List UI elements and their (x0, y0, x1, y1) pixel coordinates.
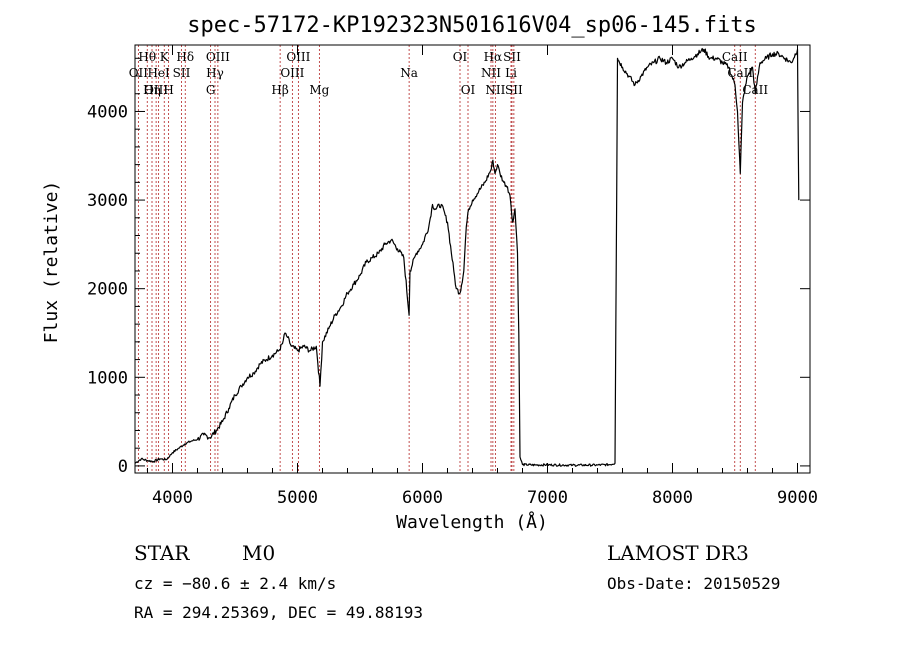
emission-line-label: G (206, 83, 216, 97)
emission-line-label: HeI (147, 66, 170, 80)
emission-line-label: CaII (722, 50, 748, 64)
spectrum-series-line (134, 47, 800, 467)
x-axis-ticks: 4000 5000 6000 7000 8000 9000 (147, 45, 818, 508)
emission-line-label: SII (505, 83, 523, 97)
object-class: STAR (134, 541, 190, 565)
y-axis-ticks: 0 1000 2000 3000 4000 (87, 57, 810, 477)
x-axis-label: Wavelength (Å) (396, 511, 548, 533)
emission-line-label: Hγ (206, 66, 224, 80)
y-tick-label: 4000 (87, 102, 128, 122)
redshift-readout: cz = −80.6 ± 2.4 km/s (134, 574, 336, 593)
emission-line-label: Mg (309, 83, 329, 97)
emission-line-label: OIII (286, 50, 310, 64)
emission-line-label: Na (400, 66, 418, 80)
emission-line-markers (137, 45, 756, 473)
emission-line-label: NII (485, 83, 505, 97)
x-tick-label: 9000 (777, 488, 818, 508)
y-tick-label: 0 (118, 457, 128, 477)
emission-line-label: K (160, 50, 170, 64)
emission-line-label: Hα (484, 50, 503, 64)
plot-frame (134, 44, 811, 474)
emission-line-label: Hδ (176, 50, 194, 64)
x-tick-label: 5000 (277, 488, 318, 508)
emission-line-label: SII (173, 66, 191, 80)
y-tick-label: 3000 (87, 191, 128, 211)
chart-title: spec-57172-KP192323N501616V04_sp06-145.f… (187, 13, 757, 38)
emission-line-label: OIII (280, 66, 304, 80)
coordinates: RA = 294.25369, DEC = 49.88193 (134, 603, 423, 622)
x-tick-label: 6000 (402, 488, 443, 508)
emission-line-label: H (163, 83, 173, 97)
obs-date: Obs-Date: 20150529 (607, 574, 780, 593)
y-tick-label: 2000 (87, 280, 128, 300)
x-tick-label: 7000 (527, 488, 568, 508)
x-tick-label: 8000 (652, 488, 693, 508)
emission-line-label: OIII (206, 50, 230, 64)
emission-line-label: OI (453, 50, 468, 64)
y-axis-label: Flux (relative) (41, 181, 62, 344)
emission-line-label: OIII (144, 83, 168, 97)
y-tick-label: 1000 (87, 368, 128, 388)
object-subclass: M0 (242, 541, 275, 565)
emission-line-label: Li (505, 66, 517, 80)
emission-line-label: Hη (143, 83, 161, 97)
emission-line-label: Hβ (271, 83, 288, 97)
emission-line-label: OI (461, 83, 476, 97)
emission-line-label: OII (129, 66, 149, 80)
emission-line-label: SII (503, 50, 521, 64)
survey-name: LAMOST DR3 (607, 541, 749, 565)
emission-line-label: NII (481, 66, 501, 80)
x-tick-label: 4000 (152, 488, 193, 508)
emission-line-label: Hθ (138, 50, 156, 64)
